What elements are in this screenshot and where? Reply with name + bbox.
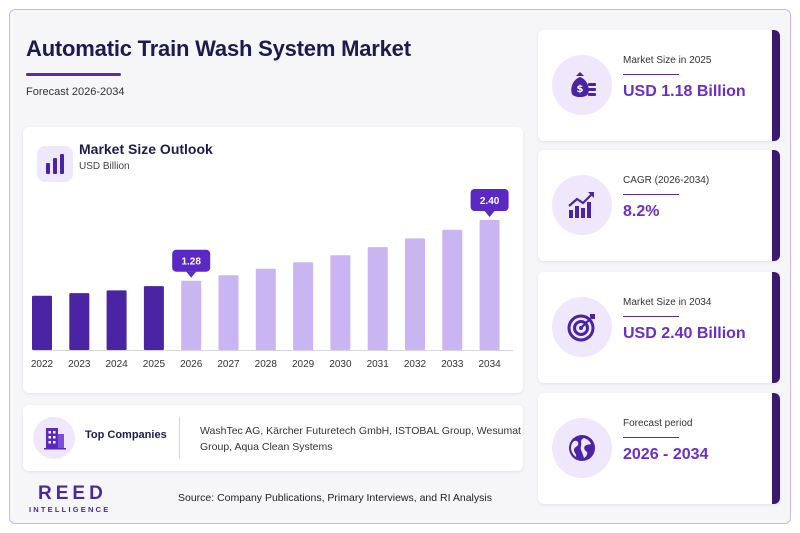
callout-2026: 1.28 (172, 249, 211, 278)
bar-2033 (442, 229, 463, 350)
bar-2027 (218, 275, 239, 351)
chart-card: Market Size Outlook USD Billion 2022 2023… (23, 127, 523, 393)
top-companies-label: Top Companies (85, 429, 167, 441)
companies-divider (179, 417, 180, 459)
brand-logo-tagline: INTELLIGENCE (29, 505, 111, 514)
x-tick-label: 2031 (367, 359, 390, 370)
stat-card-forecast-period: Forecast period 2026 - 2034 (538, 393, 780, 504)
x-tick-label: 2022 (31, 359, 54, 370)
x-tick-label: 2033 (441, 359, 464, 370)
bar-2030 (330, 255, 351, 350)
bar-2022 (32, 295, 52, 350)
bar-2025 (143, 286, 164, 350)
stat-card-cagr: CAGR (2026-2034) 8.2% (538, 150, 780, 261)
title-underline (26, 73, 121, 76)
x-tick-label: 2032 (404, 359, 427, 370)
stat-value: USD 1.18 Billion (623, 83, 746, 100)
stat-value: USD 2.40 Billion (623, 325, 746, 342)
top-companies-card: Top Companies WashTec AG, Kärcher Future… (23, 405, 523, 471)
bar-2024 (106, 290, 127, 350)
bar-chart-icon (37, 146, 73, 182)
source-note: Source: Company Publications, Primary In… (178, 492, 492, 504)
stat-label: Market Size in 2025 (623, 55, 712, 66)
target-icon (552, 297, 612, 357)
bar-chart: 2022 2023 2024 2025 2026 2027 2028 2029 2030 2031… (31, 189, 513, 370)
stat-value: 8.2% (623, 203, 660, 220)
stat-label: CAGR (2026-2034) (623, 175, 710, 186)
stat-rule (623, 194, 679, 195)
data-label: 2.40 (480, 196, 500, 207)
x-tick-label: 2028 (255, 359, 278, 370)
x-tick-label: 2034 (478, 359, 501, 370)
data-label: 1.28 (181, 257, 201, 268)
bar-2032 (405, 238, 425, 350)
x-tick-label: 2029 (292, 359, 315, 370)
globe-icon (552, 418, 612, 478)
x-tick-label: 2030 (329, 359, 352, 370)
bar-2029 (293, 262, 314, 351)
chart-title: Market Size Outlook (79, 141, 213, 157)
callout-pointer (484, 211, 495, 217)
stat-label: Market Size in 2034 (623, 297, 712, 308)
svg-text:$: $ (577, 84, 584, 95)
callout-pointer (186, 271, 197, 278)
stat-value: 2026 - 2034 (623, 446, 709, 463)
page-subtitle: Forecast 2026-2034 (26, 86, 125, 98)
growth-chart-icon (552, 175, 612, 235)
stat-rule (623, 437, 679, 438)
x-tick-label: 2026 (180, 359, 203, 370)
callout-box (470, 189, 509, 211)
brand-logo-name: REED (38, 483, 107, 504)
x-tick-label: 2023 (68, 359, 91, 370)
top-companies-list: WashTec AG, Kärcher Futuretech GmbH, IST… (200, 425, 521, 453)
callout-2034: 2.40 (470, 189, 509, 217)
stat-rule (623, 74, 679, 75)
stat-card-market-size-2034: Market Size in 2034 USD 2.40 Billion (538, 272, 780, 383)
bar-2034 (479, 220, 500, 350)
stat-rule (623, 316, 679, 317)
building-icon (33, 417, 75, 459)
x-tick-label: 2025 (143, 359, 166, 370)
bar-2023 (69, 293, 90, 350)
page-title: Automatic Train Wash System Market (26, 36, 411, 61)
x-tick-label: 2024 (105, 359, 128, 370)
money-bag-icon: $ (552, 55, 612, 115)
bar-2028 (255, 268, 276, 351)
x-tick-label: 2027 (217, 359, 240, 370)
stat-label: Forecast period (623, 418, 693, 429)
chart-unit: USD Billion (79, 161, 130, 172)
stat-card-market-size-2025: $ Market Size in 2025 USD 1.18 Billion (538, 30, 780, 141)
bar-2031 (367, 247, 388, 350)
bar-2026 (181, 280, 202, 350)
callout-box (172, 249, 211, 272)
